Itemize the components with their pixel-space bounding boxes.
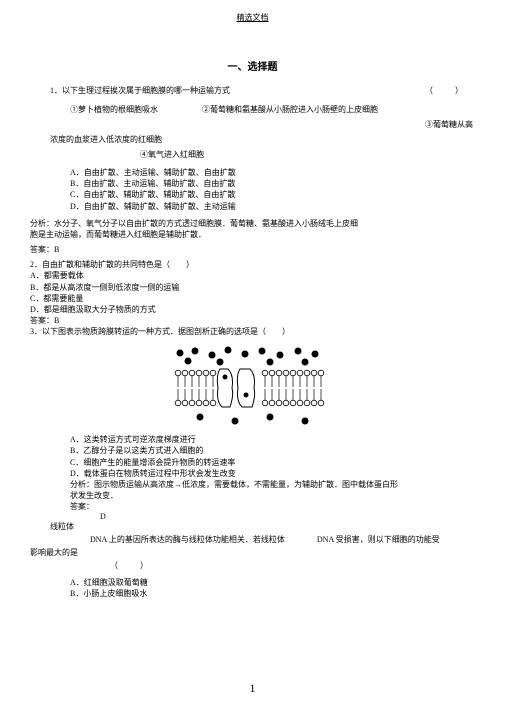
q1-item3b: 浓度的血浆进入低浓度的红细胞 bbox=[50, 135, 162, 144]
q3-answer-label: 答案： bbox=[70, 502, 94, 511]
membrane-diagram bbox=[170, 345, 330, 430]
q2-block: 2．自由扩散和辅助扩散的共同特色是（ ） A．都需要载体 B．都是从高浓度一侧到… bbox=[30, 259, 475, 326]
q4-mid1: DNA 上的基因所表达的酶与线粒体功能相关．若线粒体 bbox=[90, 535, 285, 544]
q1-choice-c: C．自由扩散、辅助扩散、辅助扩散、自由扩散 bbox=[70, 189, 475, 200]
q3-choice-d: D．载体蛋白在物质转运过程中形状会发生改变 bbox=[70, 468, 475, 479]
q2-choice-d: D．都是细胞汲取大分子物质的方式 bbox=[30, 304, 475, 315]
q1-choices: A．自由扩散、主动运输、辅助扩散、自由扩散 B．自由扩散、主动运输、辅助扩散、自… bbox=[70, 167, 475, 212]
q3-stem: 3．以下图表示物质跨膜转运的一种方式．据图剖析正确的选项是（ ） bbox=[30, 326, 475, 337]
q4-lead: 线粒体 bbox=[50, 521, 475, 534]
q2-choice-b: B．都是从高浓度一侧到低浓度一侧的运输 bbox=[30, 282, 475, 293]
q4-mid3: 影响最大的是 bbox=[30, 547, 475, 560]
q3-choice-a: A．这类转运方式可逆浓度梯度进行 bbox=[70, 434, 475, 445]
q1-item2: ②葡萄糖和氨基酸从小肠腔进入小肠壁的上皮细胞 bbox=[202, 105, 378, 114]
q3-analysis-l2: 状发生改变． bbox=[70, 491, 118, 500]
doc-header: 精选文档 bbox=[30, 12, 475, 23]
q4-choices: A．红细胞汲取葡萄糖 B．小肠上皮细胞吸水 bbox=[70, 577, 475, 599]
q1-choice-b: B．自由扩散、主动运输、辅助扩散、自由扩散 bbox=[70, 178, 475, 189]
q1-choice-a: A．自由扩散、主动运输、辅助扩散、自由扩散 bbox=[70, 167, 475, 178]
q1-analysis-l1: 分析：水分子、氧气分子以自由扩散的方式透过细胞膜．葡萄糖、氨基酸进入小肠绒毛上皮… bbox=[30, 219, 358, 228]
q1-stem: 1．以下生理过程挨次属于细胞膜的哪一种运输方式 （ ） bbox=[50, 85, 475, 96]
q1-stem-text: 1．以下生理过程挨次属于细胞膜的哪一种运输方式 bbox=[50, 86, 230, 95]
q4-block: 线粒体 DNA 上的基因所表达的酶与线粒体功能相关．若线粒体 DNA 受损害，则… bbox=[50, 521, 475, 572]
q4-choice-b: B．小肠上皮细胞吸水 bbox=[70, 588, 475, 599]
section-title: 一、选择题 bbox=[30, 58, 475, 73]
q1-answer: 答案：B bbox=[30, 244, 475, 255]
q2-answer: 答案：B bbox=[30, 315, 475, 326]
q3-answer-value: D bbox=[100, 512, 106, 521]
q2-choice-c: C．都需要能量 bbox=[30, 293, 475, 304]
q2-choice-a: A．都需要载体 bbox=[30, 270, 475, 281]
q4-paren: （ ） bbox=[110, 560, 475, 573]
q1-item1: ①萝卜植物的根细胞吸水 bbox=[70, 105, 158, 114]
q1-analysis-l2: 胞是主动运输，而葡萄糖进入红细胞是辅助扩散． bbox=[30, 230, 206, 239]
q1-item4: ④氧气进入红细胞 bbox=[140, 150, 204, 159]
q2-stem: 2．自由扩散和辅助扩散的共同特色是（ ） bbox=[30, 259, 475, 270]
q1-items: ①萝卜植物的根细胞吸水 ②葡萄糖和氨基酸从小肠腔进入小肠壁的上皮细胞 ③葡萄糖从… bbox=[70, 104, 475, 161]
page-number: 1 bbox=[250, 681, 256, 696]
q4-choice-a: A．红细胞汲取葡萄糖 bbox=[70, 577, 475, 588]
q3-answer: 答案： D bbox=[70, 501, 475, 521]
q3-analysis: 分析：图示物质运输从高浓度→低浓度，需要载体，不需能量，为辅助扩散．图中载体蛋白… bbox=[70, 479, 475, 501]
q3-choices: A．这类转运方式可逆浓度梯度进行 B．乙醇分子是以这类方式进入细胞的 C．细胞产… bbox=[70, 434, 475, 479]
q1-analysis: 分析：水分子、氧气分子以自由扩散的方式透过细胞膜．葡萄糖、氨基酸进入小肠绒毛上皮… bbox=[30, 218, 475, 240]
q1-paren: （ ） bbox=[425, 85, 465, 96]
q3-choice-b: B．乙醇分子是以这类方式进入细胞的 bbox=[70, 445, 475, 456]
q3-choice-c: C．细胞产生的能量增添会提升物质的转运速率 bbox=[70, 457, 475, 468]
q1-item3: ③葡萄糖从高 bbox=[425, 120, 473, 129]
q3-analysis-l1: 分析：图示物质运输从高浓度→低浓度，需要载体，不需能量，为辅助扩散．图中载体蛋白… bbox=[70, 480, 398, 489]
q4-mid2: DNA 受损害，则以下细胞的功能受 bbox=[317, 535, 440, 544]
q1-choice-d: D．自由扩散、辅助扩散、辅助扩散、主动运输 bbox=[70, 201, 475, 212]
